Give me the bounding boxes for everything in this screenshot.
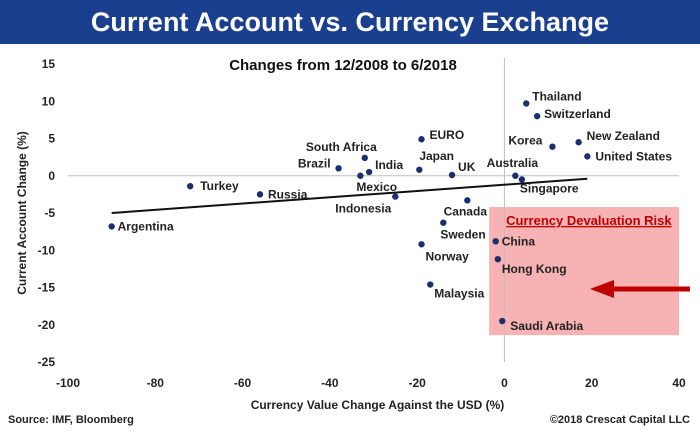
x-tick-label: -40: [321, 376, 339, 390]
risk-arrow-head: [590, 280, 614, 298]
point-label: China: [502, 234, 536, 248]
data-point: [335, 165, 342, 172]
data-point: [448, 171, 456, 179]
chart-title: Changes from 12/2008 to 6/2018: [229, 57, 457, 74]
point-label: Japan: [419, 149, 454, 163]
copyright-note: ©2018 Crescat Capital LLC: [549, 414, 690, 426]
x-tick-label: -100: [56, 376, 80, 390]
data-point: [357, 172, 364, 179]
x-tick-label: 0: [501, 376, 508, 390]
y-tick-label: 5: [48, 132, 55, 146]
point-label: Argentina: [118, 219, 174, 233]
data-point: [549, 143, 556, 150]
data-point: [427, 281, 434, 288]
point-label: Switzerland: [544, 107, 611, 121]
data-point: [518, 176, 526, 183]
y-tick-label: -25: [38, 355, 56, 369]
x-tick-label: 40: [672, 376, 686, 390]
data-point: [575, 139, 582, 146]
x-tick-label: -80: [147, 376, 165, 390]
data-point: [187, 182, 194, 190]
point-label: Turkey: [200, 179, 239, 193]
y-tick-label: -5: [44, 206, 55, 220]
x-axis-label: Currency Value Change Against the USD (%…: [251, 398, 505, 412]
data-point: [464, 197, 471, 204]
banner-title: Current Account vs. Currency Exchange: [0, 0, 700, 44]
y-tick-label: 0: [48, 169, 55, 183]
point-label: Norway: [426, 249, 470, 263]
point-label: Russia: [268, 187, 308, 201]
point-label: Singapore: [520, 181, 579, 195]
source-note: Source: IMF, Bloomberg: [8, 414, 134, 426]
data-point: [392, 193, 399, 200]
point-label: Australia: [487, 156, 539, 170]
x-tick-label: 20: [585, 376, 599, 390]
point-label: Malaysia: [434, 287, 484, 301]
point-label: South Africa: [306, 140, 377, 154]
data-point: [365, 168, 373, 176]
risk-zone-label: Currency Devaluation Risk: [506, 213, 672, 228]
y-axis-label: Current Account Change (%): [15, 131, 29, 295]
point-label: United States: [595, 149, 672, 163]
data-point: [584, 153, 591, 160]
point-label: Sweden: [440, 228, 485, 242]
data-point: [361, 154, 368, 162]
point-label: EURO: [430, 128, 465, 142]
trendline: [111, 177, 588, 214]
y-tick-label: -15: [38, 281, 56, 295]
data-point: [533, 112, 541, 120]
y-tick-label: -20: [38, 318, 56, 332]
point-label: UK: [458, 160, 476, 174]
point-label: Korea: [508, 134, 542, 148]
data-point: [418, 136, 425, 143]
point-label: Saudi Arabia: [510, 319, 583, 333]
data-point: [494, 255, 502, 263]
point-label: Canada: [444, 204, 488, 218]
x-tick-label: -60: [234, 376, 252, 390]
data-point: [512, 172, 519, 179]
y-tick-label: 10: [42, 94, 56, 108]
point-label: Indonesia: [335, 202, 391, 216]
data-point: [416, 166, 423, 173]
y-tick-label: 15: [42, 57, 56, 71]
data-point: [418, 241, 425, 248]
data-point: [256, 191, 264, 198]
point-label: Hong Kong: [502, 262, 567, 276]
data-point: [440, 219, 447, 226]
y-tick-label: -10: [38, 243, 56, 257]
point-label: Thailand: [532, 89, 581, 103]
risk-zone: [489, 207, 679, 336]
point-label: New Zealand: [587, 129, 660, 143]
data-point: [492, 238, 499, 245]
data-point: [523, 100, 530, 107]
data-point: [499, 317, 506, 325]
point-label: Mexico: [356, 180, 397, 194]
point-label: Brazil: [298, 156, 331, 170]
data-point: [108, 223, 115, 230]
x-tick-label: -20: [408, 376, 426, 390]
point-label: India: [375, 158, 403, 172]
